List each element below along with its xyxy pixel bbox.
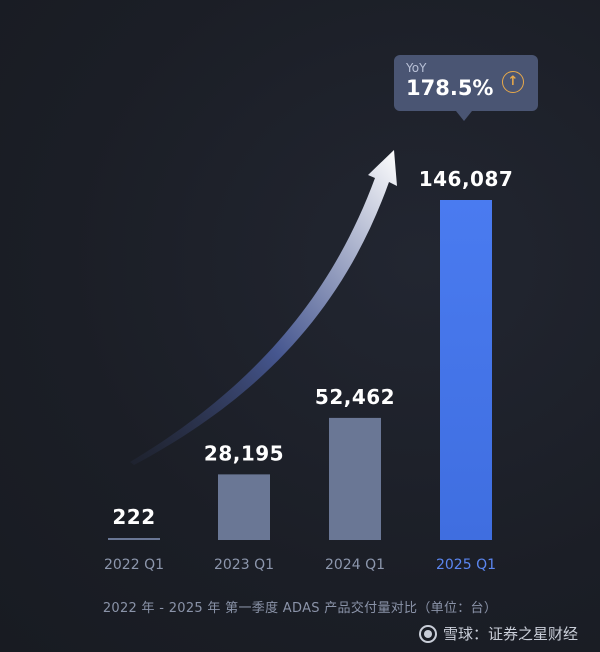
x-tick-label: 2024 Q1 bbox=[325, 557, 385, 573]
x-tick-label: 2025 Q1 bbox=[436, 557, 496, 573]
yoy-value: 178.5% bbox=[406, 76, 494, 100]
bar-2025-q1 bbox=[440, 200, 492, 540]
bar-value-label: 52,462 bbox=[315, 385, 395, 409]
arrow-up-icon: ↑ bbox=[502, 71, 524, 93]
yoy-callout: YoY 178.5% ↑ bbox=[394, 55, 538, 121]
bar-value-label: 146,087 bbox=[419, 167, 514, 191]
snowball-logo-icon bbox=[418, 624, 437, 643]
bar-2022-q1 bbox=[108, 538, 160, 540]
bar-2023-q1 bbox=[218, 474, 270, 540]
bar-value-label: 222 bbox=[112, 505, 155, 529]
growth-arrow-icon bbox=[130, 150, 397, 465]
bars-layer: 222 2022 Q1 28,195 2023 Q1 52,462 2024 Q1 146,… bbox=[104, 167, 513, 573]
bar-2024-q1 bbox=[329, 417, 381, 540]
yoy-label: YoY bbox=[406, 61, 427, 75]
watermark: 雪球：证券之星财经 bbox=[418, 623, 578, 644]
x-tick-label: 2023 Q1 bbox=[214, 557, 274, 573]
bar-value-label: 28,195 bbox=[204, 441, 284, 465]
watermark-text: 雪球：证券之星财经 bbox=[442, 625, 578, 643]
x-tick-label: 2022 Q1 bbox=[104, 557, 164, 573]
chart-caption: 2022 年 - 2025 年 第一季度 ADAS 产品交付量对比（单位：台） bbox=[102, 601, 498, 616]
